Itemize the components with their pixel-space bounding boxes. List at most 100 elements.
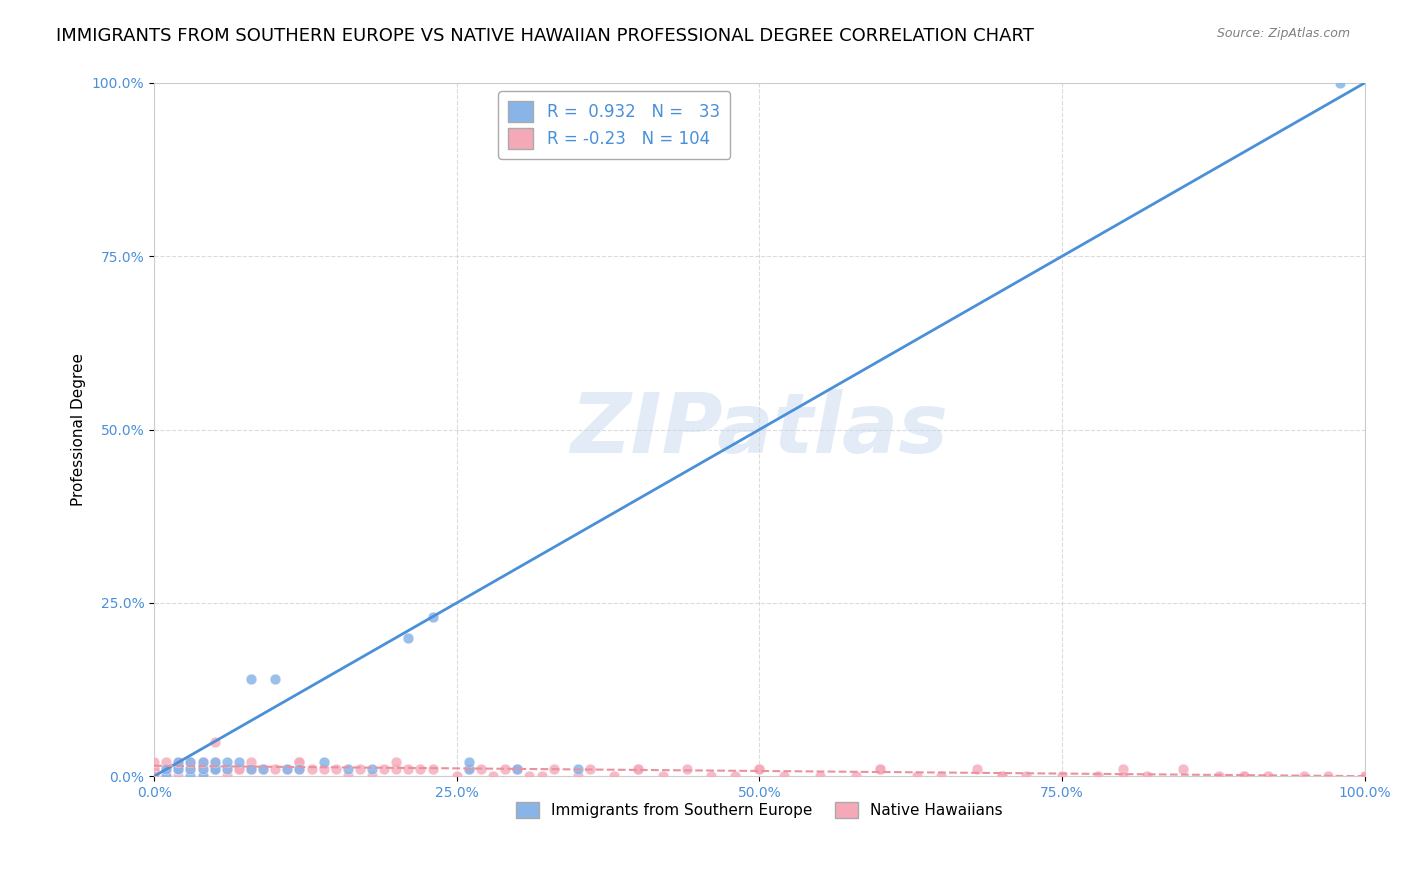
Point xyxy=(288,762,311,776)
Point xyxy=(724,769,747,783)
Point xyxy=(143,756,166,770)
Point xyxy=(929,769,952,783)
Point xyxy=(167,756,190,770)
Point xyxy=(240,762,263,776)
Point xyxy=(155,762,177,776)
Point xyxy=(1087,769,1109,783)
Point xyxy=(748,762,770,776)
Point xyxy=(506,762,529,776)
Point xyxy=(204,734,226,748)
Point xyxy=(155,769,177,783)
Point xyxy=(143,762,166,776)
Text: Source: ZipAtlas.com: Source: ZipAtlas.com xyxy=(1216,27,1350,40)
Point xyxy=(1233,769,1256,783)
Point xyxy=(675,762,697,776)
Point xyxy=(191,756,214,770)
Point xyxy=(204,762,226,776)
Point xyxy=(252,762,274,776)
Point xyxy=(1171,762,1194,776)
Point xyxy=(470,762,492,776)
Point xyxy=(651,769,673,783)
Point xyxy=(530,769,553,783)
Point xyxy=(422,762,444,776)
Point xyxy=(143,769,166,783)
Point xyxy=(240,756,263,770)
Point xyxy=(966,762,988,776)
Point xyxy=(1050,769,1073,783)
Point xyxy=(349,762,371,776)
Point xyxy=(276,762,298,776)
Point xyxy=(1257,769,1279,783)
Point xyxy=(288,756,311,770)
Point xyxy=(155,762,177,776)
Point xyxy=(143,769,166,783)
Point xyxy=(457,762,479,776)
Point xyxy=(772,769,794,783)
Point xyxy=(494,762,516,776)
Point xyxy=(869,762,891,776)
Point xyxy=(191,762,214,776)
Point xyxy=(191,769,214,783)
Point xyxy=(264,762,287,776)
Point xyxy=(1294,769,1316,783)
Point xyxy=(215,762,238,776)
Point xyxy=(312,756,335,770)
Point xyxy=(155,762,177,776)
Point xyxy=(167,762,190,776)
Point xyxy=(1136,769,1159,783)
Point xyxy=(252,762,274,776)
Point xyxy=(167,762,190,776)
Point xyxy=(1111,769,1133,783)
Point xyxy=(179,756,201,770)
Point xyxy=(143,762,166,776)
Point xyxy=(1015,769,1038,783)
Point xyxy=(869,762,891,776)
Point xyxy=(845,769,868,783)
Point xyxy=(373,762,395,776)
Point xyxy=(204,756,226,770)
Point xyxy=(155,762,177,776)
Point xyxy=(325,762,347,776)
Point xyxy=(1317,769,1340,783)
Point xyxy=(627,762,650,776)
Point xyxy=(336,762,359,776)
Point xyxy=(361,769,384,783)
Point xyxy=(446,769,468,783)
Point xyxy=(312,762,335,776)
Point xyxy=(1354,769,1376,783)
Point xyxy=(276,762,298,776)
Point xyxy=(990,769,1012,783)
Text: IMMIGRANTS FROM SOUTHERN EUROPE VS NATIVE HAWAIIAN PROFESSIONAL DEGREE CORRELATI: IMMIGRANTS FROM SOUTHERN EUROPE VS NATIV… xyxy=(56,27,1035,45)
Point xyxy=(361,762,384,776)
Point xyxy=(167,769,190,783)
Point xyxy=(155,756,177,770)
Point xyxy=(143,762,166,776)
Point xyxy=(167,762,190,776)
Point xyxy=(579,762,602,776)
Point xyxy=(228,762,250,776)
Point xyxy=(1354,769,1376,783)
Point xyxy=(167,762,190,776)
Point xyxy=(240,762,263,776)
Point xyxy=(155,762,177,776)
Point xyxy=(143,762,166,776)
Point xyxy=(396,762,419,776)
Point xyxy=(228,762,250,776)
Point xyxy=(155,762,177,776)
Point xyxy=(143,762,166,776)
Point xyxy=(215,756,238,770)
Point xyxy=(240,762,263,776)
Text: ZIPatlas: ZIPatlas xyxy=(571,389,949,470)
Point xyxy=(179,756,201,770)
Point xyxy=(506,762,529,776)
Point xyxy=(228,756,250,770)
Point xyxy=(179,762,201,776)
Point xyxy=(482,769,505,783)
Point xyxy=(567,769,589,783)
Point xyxy=(191,756,214,770)
Point xyxy=(204,762,226,776)
Point xyxy=(155,769,177,783)
Point xyxy=(191,762,214,776)
Point xyxy=(215,769,238,783)
Point xyxy=(700,769,723,783)
